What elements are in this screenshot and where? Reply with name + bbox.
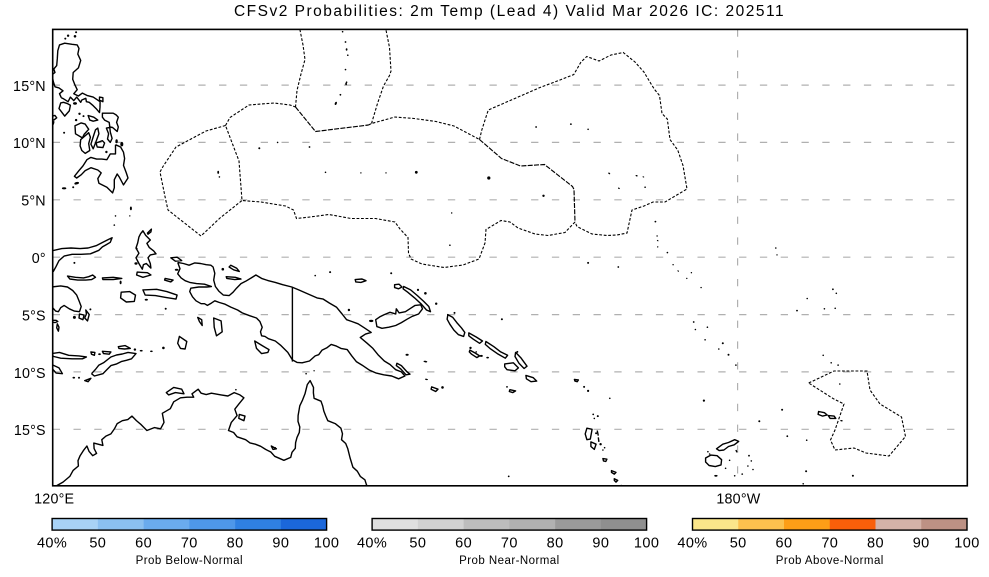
- svg-text:15°S: 15°S: [14, 423, 46, 439]
- svg-text:50: 50: [730, 536, 747, 552]
- svg-text:90: 90: [592, 536, 609, 552]
- svg-text:80: 80: [867, 536, 884, 552]
- svg-text:180°W: 180°W: [716, 492, 760, 508]
- svg-text:60: 60: [455, 536, 472, 552]
- svg-text:40%: 40%: [677, 536, 707, 552]
- svg-text:10°N: 10°N: [13, 136, 46, 152]
- svg-text:90: 90: [272, 536, 289, 552]
- svg-text:Prob Near-Normal: Prob Near-Normal: [459, 555, 560, 567]
- svg-text:100: 100: [634, 536, 659, 552]
- svg-text:5°N: 5°N: [21, 194, 46, 210]
- svg-text:Prob Below-Normal: Prob Below-Normal: [136, 555, 243, 567]
- svg-text:40%: 40%: [37, 536, 67, 552]
- svg-text:CFSv2 Probabilities: 2m Temp (: CFSv2 Probabilities: 2m Temp (Lead 4) Va…: [234, 3, 785, 20]
- svg-text:50: 50: [409, 536, 426, 552]
- svg-text:5°S: 5°S: [22, 308, 46, 324]
- svg-text:Prob Above-Normal: Prob Above-Normal: [776, 555, 884, 567]
- svg-text:100: 100: [954, 536, 979, 552]
- svg-text:80: 80: [547, 536, 564, 552]
- svg-text:15°N: 15°N: [13, 79, 46, 95]
- svg-text:70: 70: [821, 536, 838, 552]
- svg-text:40%: 40%: [357, 536, 387, 552]
- svg-text:60: 60: [135, 536, 152, 552]
- svg-text:90: 90: [913, 536, 930, 552]
- svg-text:70: 70: [501, 536, 518, 552]
- svg-text:100: 100: [314, 536, 339, 552]
- svg-text:70: 70: [181, 536, 198, 552]
- svg-text:10°S: 10°S: [14, 366, 46, 382]
- svg-text:0°: 0°: [32, 251, 46, 267]
- svg-text:60: 60: [776, 536, 793, 552]
- svg-text:120°E: 120°E: [34, 492, 74, 508]
- svg-text:80: 80: [227, 536, 244, 552]
- svg-text:50: 50: [89, 536, 106, 552]
